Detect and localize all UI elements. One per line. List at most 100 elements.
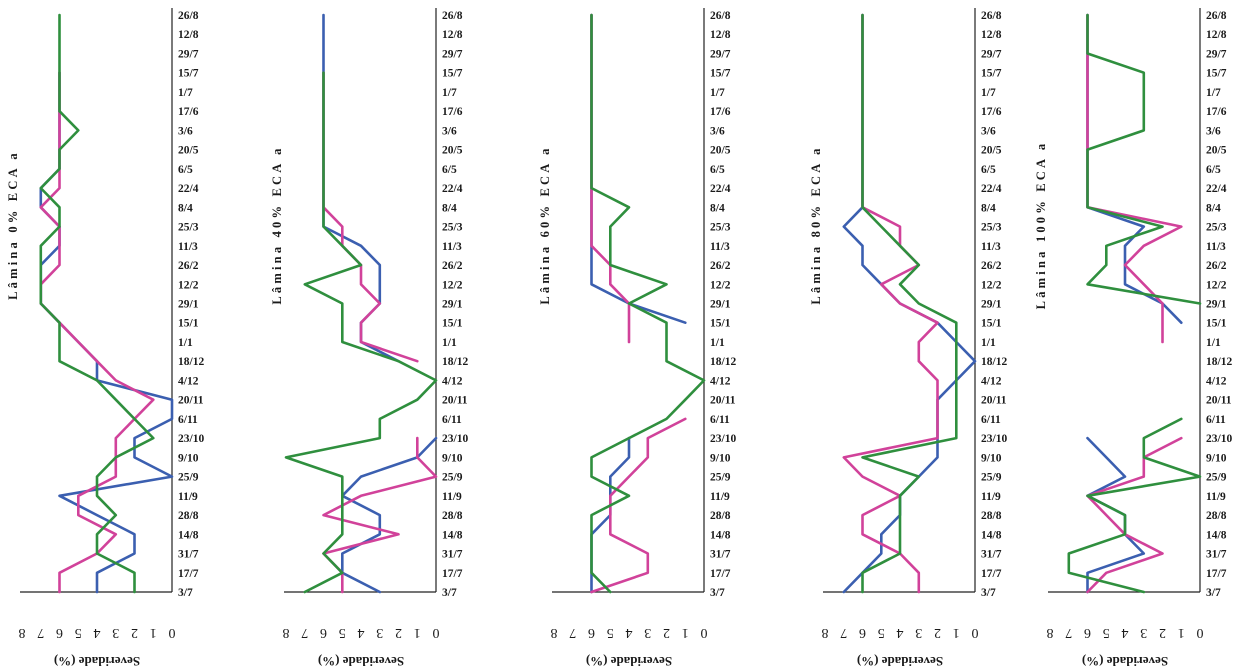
date-tick-label: 1/7 [1206,87,1221,99]
date-tick-label: 20/5 [442,145,463,157]
date-tick-label: 17/7 [710,568,731,580]
date-tick-label: 17/6 [981,106,1002,118]
date-tick-label: 17/7 [981,568,1002,580]
date-tick-label: 1/7 [442,87,457,99]
date-tick-label: 18/12 [178,356,204,368]
date-tick-label: 11/9 [1206,491,1226,503]
date-tick-label: 6/5 [710,164,725,176]
date-tick-label: 20/11 [710,395,736,407]
date-tick-label: 23/10 [178,433,204,445]
chart-panel-4: 3/717/731/714/828/811/925/99/1023/106/11… [1034,8,1232,669]
date-tick-label: 15/1 [178,318,199,330]
date-tick-label: 23/10 [981,433,1007,445]
date-tick-label: 12/2 [442,279,463,291]
date-tick-label: 12/8 [178,29,199,41]
severity-axis-title: Severidade (%) [857,654,943,669]
date-tick-label: 20/5 [178,145,199,157]
date-tick-label: 4/12 [710,375,731,387]
date-tick-label: 9/10 [981,452,1002,464]
severity-tick-label: 4 [358,625,365,640]
date-tick-label: 11/9 [981,491,1001,503]
severity-tick-label: 7 [569,625,576,640]
severity-tick-label: 7 [301,625,308,640]
date-tick-label: 1/7 [178,87,193,99]
date-tick-label: 29/7 [710,48,731,60]
date-tick-label: 8/4 [442,202,457,214]
date-tick-label: 17/7 [1206,568,1227,580]
date-tick-label: 25/9 [981,472,1002,484]
date-tick-label: 1/1 [981,337,996,349]
date-tick-label: 4/12 [442,375,463,387]
date-tick-label: 15/1 [1206,318,1227,330]
date-tick-label: 11/3 [178,241,198,253]
severity-tick-label: 3 [1140,625,1147,640]
date-tick-label: 25/9 [442,472,463,484]
chart-panel-1: 3/717/731/714/828/811/925/99/1023/106/11… [270,8,468,669]
series-line-2 [39,13,155,594]
date-tick-label: 3/7 [1206,587,1221,599]
date-tick-label: 26/2 [178,260,199,272]
date-tick-label: 15/7 [178,68,199,80]
date-tick-label: 11/9 [710,491,730,503]
date-tick-label: 17/6 [1206,106,1227,118]
chart-panel-0: 3/717/731/714/828/811/925/99/1023/106/11… [6,8,204,669]
date-tick-label: 20/11 [178,395,204,407]
date-tick-label: 29/7 [981,48,1002,60]
date-tick-label: 28/8 [442,510,463,522]
series-line-2 [590,13,706,594]
date-tick-label: 6/5 [981,164,996,176]
series-line-0 [1086,13,1183,594]
date-tick-label: 26/8 [178,10,199,22]
date-tick-label: 12/8 [710,29,731,41]
date-tick-label: 22/4 [178,183,199,195]
date-tick-label: 20/5 [710,145,731,157]
severity-tick-label: 6 [859,625,866,640]
date-tick-label: 26/2 [981,260,1002,272]
chart-panel-3: 3/717/731/714/828/811/925/99/1023/106/11… [809,8,1007,669]
date-tick-label: 26/8 [710,10,731,22]
date-tick-label: 15/1 [442,318,463,330]
severity-tick-label: 8 [19,625,26,640]
series-line-1 [1086,13,1183,594]
date-tick-label: 14/8 [981,529,1002,541]
panel-title: Lâmina 60% ECA a [538,145,552,304]
date-tick-label: 3/6 [981,125,996,137]
severity-tick-label: 8 [822,625,829,640]
date-tick-label: 11/3 [1206,241,1226,253]
date-tick-label: 20/5 [1206,145,1227,157]
date-tick-label: 22/4 [1206,183,1227,195]
date-tick-label: 9/10 [710,452,731,464]
date-tick-label: 25/3 [442,222,463,234]
severity-tick-label: 2 [131,625,138,640]
series-line-2 [1067,13,1202,594]
date-tick-label: 6/11 [981,414,1001,426]
severity-tick-label: 1 [953,625,960,640]
severity-tick-label: 8 [551,625,558,640]
date-tick-label: 12/2 [710,279,731,291]
date-tick-label: 28/8 [1206,510,1227,522]
severity-tick-label: 0 [1197,625,1204,640]
date-tick-label: 6/11 [710,414,730,426]
severity-tick-label: 2 [395,625,402,640]
date-tick-label: 17/6 [442,106,463,118]
severity-tick-label: 7 [37,625,44,640]
date-tick-label: 25/9 [178,472,199,484]
panel-title: Lâmina 100% ECA a [1034,141,1048,310]
severity-tick-label: 4 [94,625,101,640]
date-tick-label: 29/1 [981,299,1002,311]
date-tick-label: 12/2 [1206,279,1227,291]
severity-tick-label: 3 [915,625,922,640]
date-tick-label: 31/7 [710,549,731,561]
date-tick-label: 17/7 [178,568,199,580]
chart-panel-2: 3/717/731/714/828/811/925/99/1023/106/11… [538,8,736,669]
series-line-2 [861,13,958,594]
date-tick-label: 29/7 [178,48,199,60]
date-tick-label: 29/1 [442,299,463,311]
severity-tick-label: 8 [283,625,290,640]
panel-title: Lâmina 0% ECA a [6,150,20,300]
severity-tick-label: 3 [644,625,651,640]
date-tick-label: 1/1 [710,337,725,349]
date-tick-label: 6/11 [178,414,198,426]
date-tick-label: 14/8 [710,529,731,541]
date-tick-label: 23/10 [442,433,468,445]
